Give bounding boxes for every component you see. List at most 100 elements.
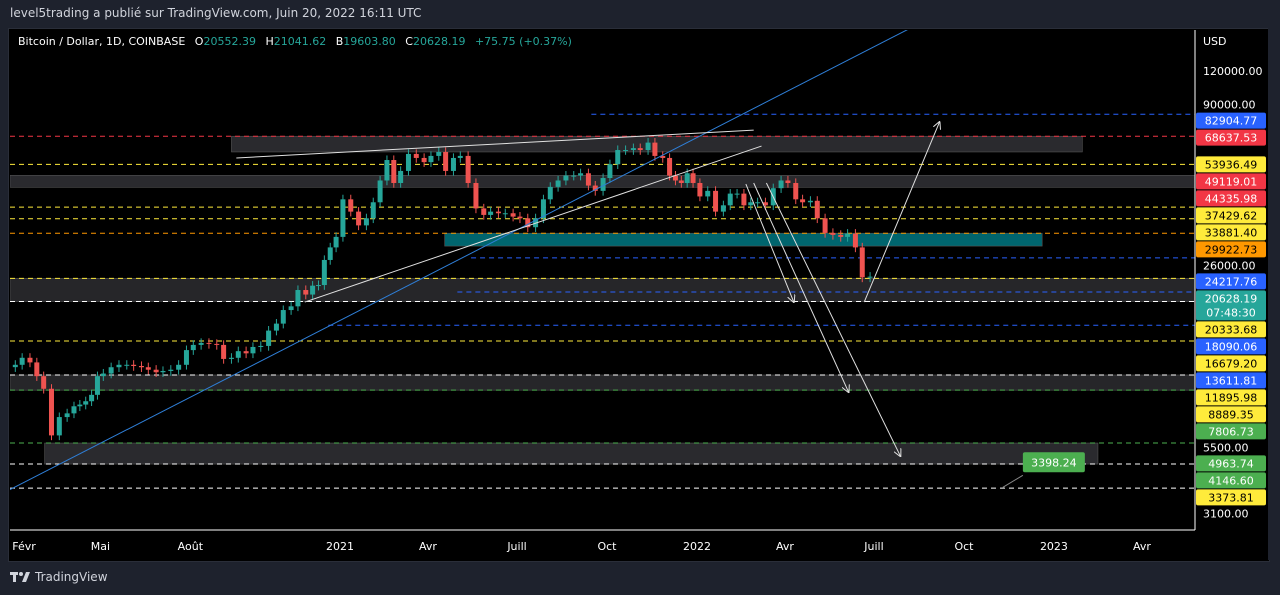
candle (327, 247, 333, 260)
publication-info: level5trading a publié sur TradingView.c… (10, 6, 422, 20)
candle (660, 155, 666, 158)
price-label-tag (1196, 321, 1266, 338)
candle (398, 170, 404, 183)
price-label-tag (1196, 224, 1266, 241)
price-label: 4146.60 (1208, 474, 1254, 487)
candle (697, 182, 703, 197)
candle (720, 205, 726, 212)
price-label-tag (1196, 389, 1266, 406)
candle (258, 345, 264, 347)
candle (547, 186, 553, 200)
x-tick-label: Avr (419, 540, 437, 553)
candle (250, 346, 256, 354)
candle (56, 417, 62, 436)
price-label-tag (1196, 156, 1266, 173)
candle (295, 290, 301, 307)
candle (363, 218, 369, 226)
arrow-line (765, 182, 900, 456)
zone-box (10, 278, 1195, 302)
candle (89, 394, 95, 402)
candle (100, 373, 106, 377)
candle (377, 180, 383, 203)
x-tick-label: Juill (506, 540, 526, 553)
x-tick-label: Juill (863, 540, 883, 553)
open-value: 20552.39 (203, 35, 256, 48)
candle (108, 367, 114, 374)
candle (495, 211, 501, 214)
candle (145, 367, 151, 370)
close-value: 20628.19 (412, 35, 466, 48)
price-label-tag (1196, 273, 1266, 290)
candle (793, 182, 799, 200)
arrow-line (753, 182, 849, 392)
zone-box (10, 374, 1195, 391)
right-strip (1268, 28, 1280, 560)
candle (206, 342, 212, 344)
candle (94, 376, 100, 395)
price-label-tag (1196, 290, 1266, 321)
axis-unit: USD (1203, 35, 1227, 48)
candle (637, 148, 643, 151)
candle (457, 155, 463, 158)
x-tick-label: Oct (954, 540, 974, 553)
candle (303, 290, 309, 295)
candle (600, 178, 606, 191)
candle (228, 357, 234, 359)
callout-pointer (1002, 474, 1024, 488)
candle (678, 180, 684, 183)
price-label-tag (1196, 241, 1266, 258)
candle (168, 369, 174, 371)
candle (845, 233, 851, 237)
candle (734, 193, 740, 195)
trend-line (236, 129, 754, 159)
price-label: 11895.98 (1205, 391, 1258, 404)
x-tick-label: Août (178, 540, 204, 553)
candle (41, 376, 47, 389)
price-label: 49119.01 (1205, 175, 1258, 188)
candle (310, 285, 316, 295)
candle (214, 343, 220, 345)
candle (315, 285, 321, 287)
plot-area: 3398.24 (10, 30, 1195, 491)
close-label: C (405, 35, 413, 48)
candle (48, 388, 54, 436)
price-label-tag (1196, 423, 1266, 440)
candle (488, 211, 494, 215)
price-label: 33881.40 (1205, 226, 1258, 239)
candle (391, 160, 397, 183)
price-label: 16679.20 (1205, 357, 1258, 370)
candle (356, 211, 362, 226)
candle (266, 330, 272, 346)
price-label-tag (1196, 455, 1266, 472)
x-tick-label: Mai (91, 540, 110, 553)
candle (138, 366, 144, 368)
candle (867, 276, 873, 278)
candle (517, 216, 523, 219)
callout-box (1022, 452, 1085, 473)
candle (116, 364, 122, 368)
candle (71, 406, 77, 414)
price-label: 7806.73 (1208, 425, 1254, 438)
candle (592, 185, 598, 191)
candle (34, 362, 40, 377)
price-label: 29922.73 (1205, 243, 1258, 256)
candle (510, 213, 516, 217)
y-tick-label: 90000.00 (1203, 99, 1256, 112)
x-tick-label: Oct (597, 540, 617, 553)
candle (807, 200, 813, 203)
candle (822, 218, 828, 233)
candle (288, 306, 294, 311)
tradingview-logo[interactable]: TradingView (10, 570, 108, 584)
candle (443, 151, 449, 171)
candle (741, 193, 747, 206)
candle (12, 364, 18, 368)
low-value: 19603.80 (343, 35, 396, 48)
candle (83, 401, 89, 405)
price-label-tag (1196, 190, 1266, 207)
candle (727, 193, 733, 206)
price-label: 37429.62 (1205, 209, 1258, 222)
low-label: B (335, 35, 344, 48)
candle (667, 157, 673, 176)
brand-name: TradingView (35, 570, 108, 584)
